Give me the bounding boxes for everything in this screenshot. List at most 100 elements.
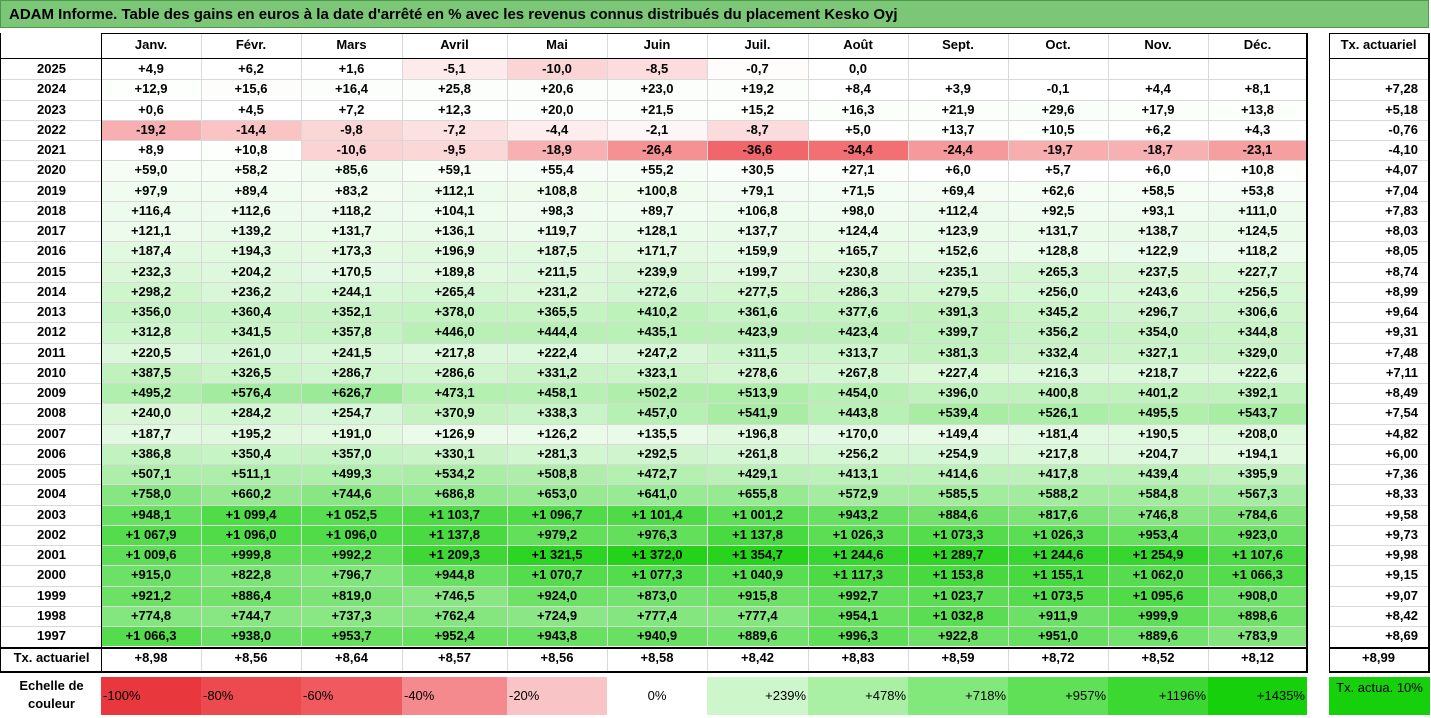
table-cell: +79,1 [707,180,808,201]
table-cell: +62,6 [1008,180,1108,201]
table-cell: +344,8 [1208,322,1307,343]
table-cell: +284,2 [201,403,301,424]
table-cell: +194,3 [201,241,301,262]
table-cell: -10,0 [507,59,607,80]
table-cell: +230,8 [808,261,908,282]
month-header: Janv. [134,37,168,52]
table-cell: +330,1 [402,443,507,464]
table-cell: +108,8 [507,180,607,201]
table-cell: +414,6 [908,464,1008,485]
grid-line [1329,545,1428,546]
table-cell: +220,5 [101,342,201,363]
tx-cell: +4,82 [1385,425,1418,441]
table-cell: +953,4 [1108,524,1208,545]
table-cell: +873,0 [607,585,707,606]
table-cell: +365,5 [507,302,607,323]
table-cell: +724,9 [507,605,607,626]
table-cell: +911,9 [1008,605,1108,626]
table-cell: +171,7 [607,241,707,262]
table-cell: +938,0 [201,626,301,647]
grid-line [1329,201,1428,202]
table-cell: +0,6 [101,99,201,120]
table-cell: +17,9 [1108,99,1208,120]
table-cell: +59,0 [101,160,201,181]
page-title: ADAM Informe. Table des gains en euros à… [0,0,1429,28]
table-cell: +395,9 [1208,464,1307,485]
table-cell: +126,9 [402,423,507,444]
month-header: Juil. [744,37,771,52]
grid-line [0,140,1307,141]
month-header: Oct. [1045,37,1071,52]
table-cell: +195,2 [201,423,301,444]
table-cell: +585,5 [908,484,1008,505]
table-cell: -34,4 [808,140,908,161]
table-cell: +6,2 [201,59,301,80]
table-cell: +361,6 [707,302,808,323]
table-cell: +170,0 [808,423,908,444]
grid-line [1329,444,1428,445]
table-cell: +8,9 [101,140,201,161]
tx-cell: +6,00 [1385,445,1418,461]
grid-line [1329,100,1428,101]
year-label: 2025 [37,61,66,76]
table-cell: +10,8 [1208,160,1307,181]
table-cell: +576,4 [201,383,301,404]
table-cell: +539,4 [908,403,1008,424]
table-cell: +1 101,4 [607,504,707,525]
month-header: Sept. [942,37,974,52]
month-header: Août [843,37,873,52]
table-cell: -9,8 [301,119,402,140]
grid-line [0,201,1307,202]
table-cell: +204,7 [1108,443,1208,464]
grid-line [0,221,1307,222]
table-cell: -24,4 [908,140,1008,161]
table-cell: +123,9 [908,221,1008,242]
table-cell: +194,1 [1208,443,1307,464]
table-cell: +126,2 [507,423,607,444]
table-cell: +196,9 [402,241,507,262]
table-cell: +55,2 [607,160,707,181]
table-cell: +1 099,4 [201,504,301,525]
table-cell: +567,3 [1208,484,1307,505]
grid-line [1329,160,1428,161]
table-cell: +915,8 [707,585,808,606]
table-cell: +746,5 [402,585,507,606]
table-cell: +69,4 [908,180,1008,201]
table-cell: +111,0 [1208,200,1307,221]
table-cell: +377,6 [808,302,908,323]
grid-line [1329,424,1428,425]
table-cell: +16,4 [301,79,402,100]
table-cell: +329,0 [1208,342,1307,363]
table-cell: +370,9 [402,403,507,424]
table-cell: +244,1 [301,281,402,302]
grid-line [0,100,1307,101]
grid-line [1329,120,1428,121]
table-cell: +1 137,8 [402,524,507,545]
table-cell: -18,9 [507,140,607,161]
year-label: 1998 [37,607,66,623]
table-cell: +584,8 [1108,484,1208,505]
table-cell: +908,0 [1208,585,1307,606]
table-cell: +396,0 [908,383,1008,404]
grid-line [0,120,1307,121]
table-cell: +1,6 [301,59,402,80]
grid-line [1329,383,1428,384]
table-cell: +992,2 [301,545,402,566]
table-cell: +4,9 [101,59,201,80]
grid-line [0,424,1307,425]
table-cell: +15,6 [201,79,301,100]
table-cell: -0,7 [707,59,808,80]
tx-cell: +7,48 [1385,344,1418,360]
table-cell: +796,7 [301,565,402,586]
table-cell: +1 032,8 [908,605,1008,626]
tx-cell: +7,83 [1385,202,1418,218]
table-cell: +999,8 [201,545,301,566]
table-cell: +331,2 [507,362,607,383]
tx-cell: -4,10 [1388,142,1418,157]
table-cell: +118,2 [301,200,402,221]
table-cell: +352,1 [301,302,402,323]
table-cell: -23,1 [1208,140,1307,161]
grid-line [1329,282,1428,283]
table-cell: +311,5 [707,342,808,363]
table-cell: +5,7 [1008,160,1108,181]
